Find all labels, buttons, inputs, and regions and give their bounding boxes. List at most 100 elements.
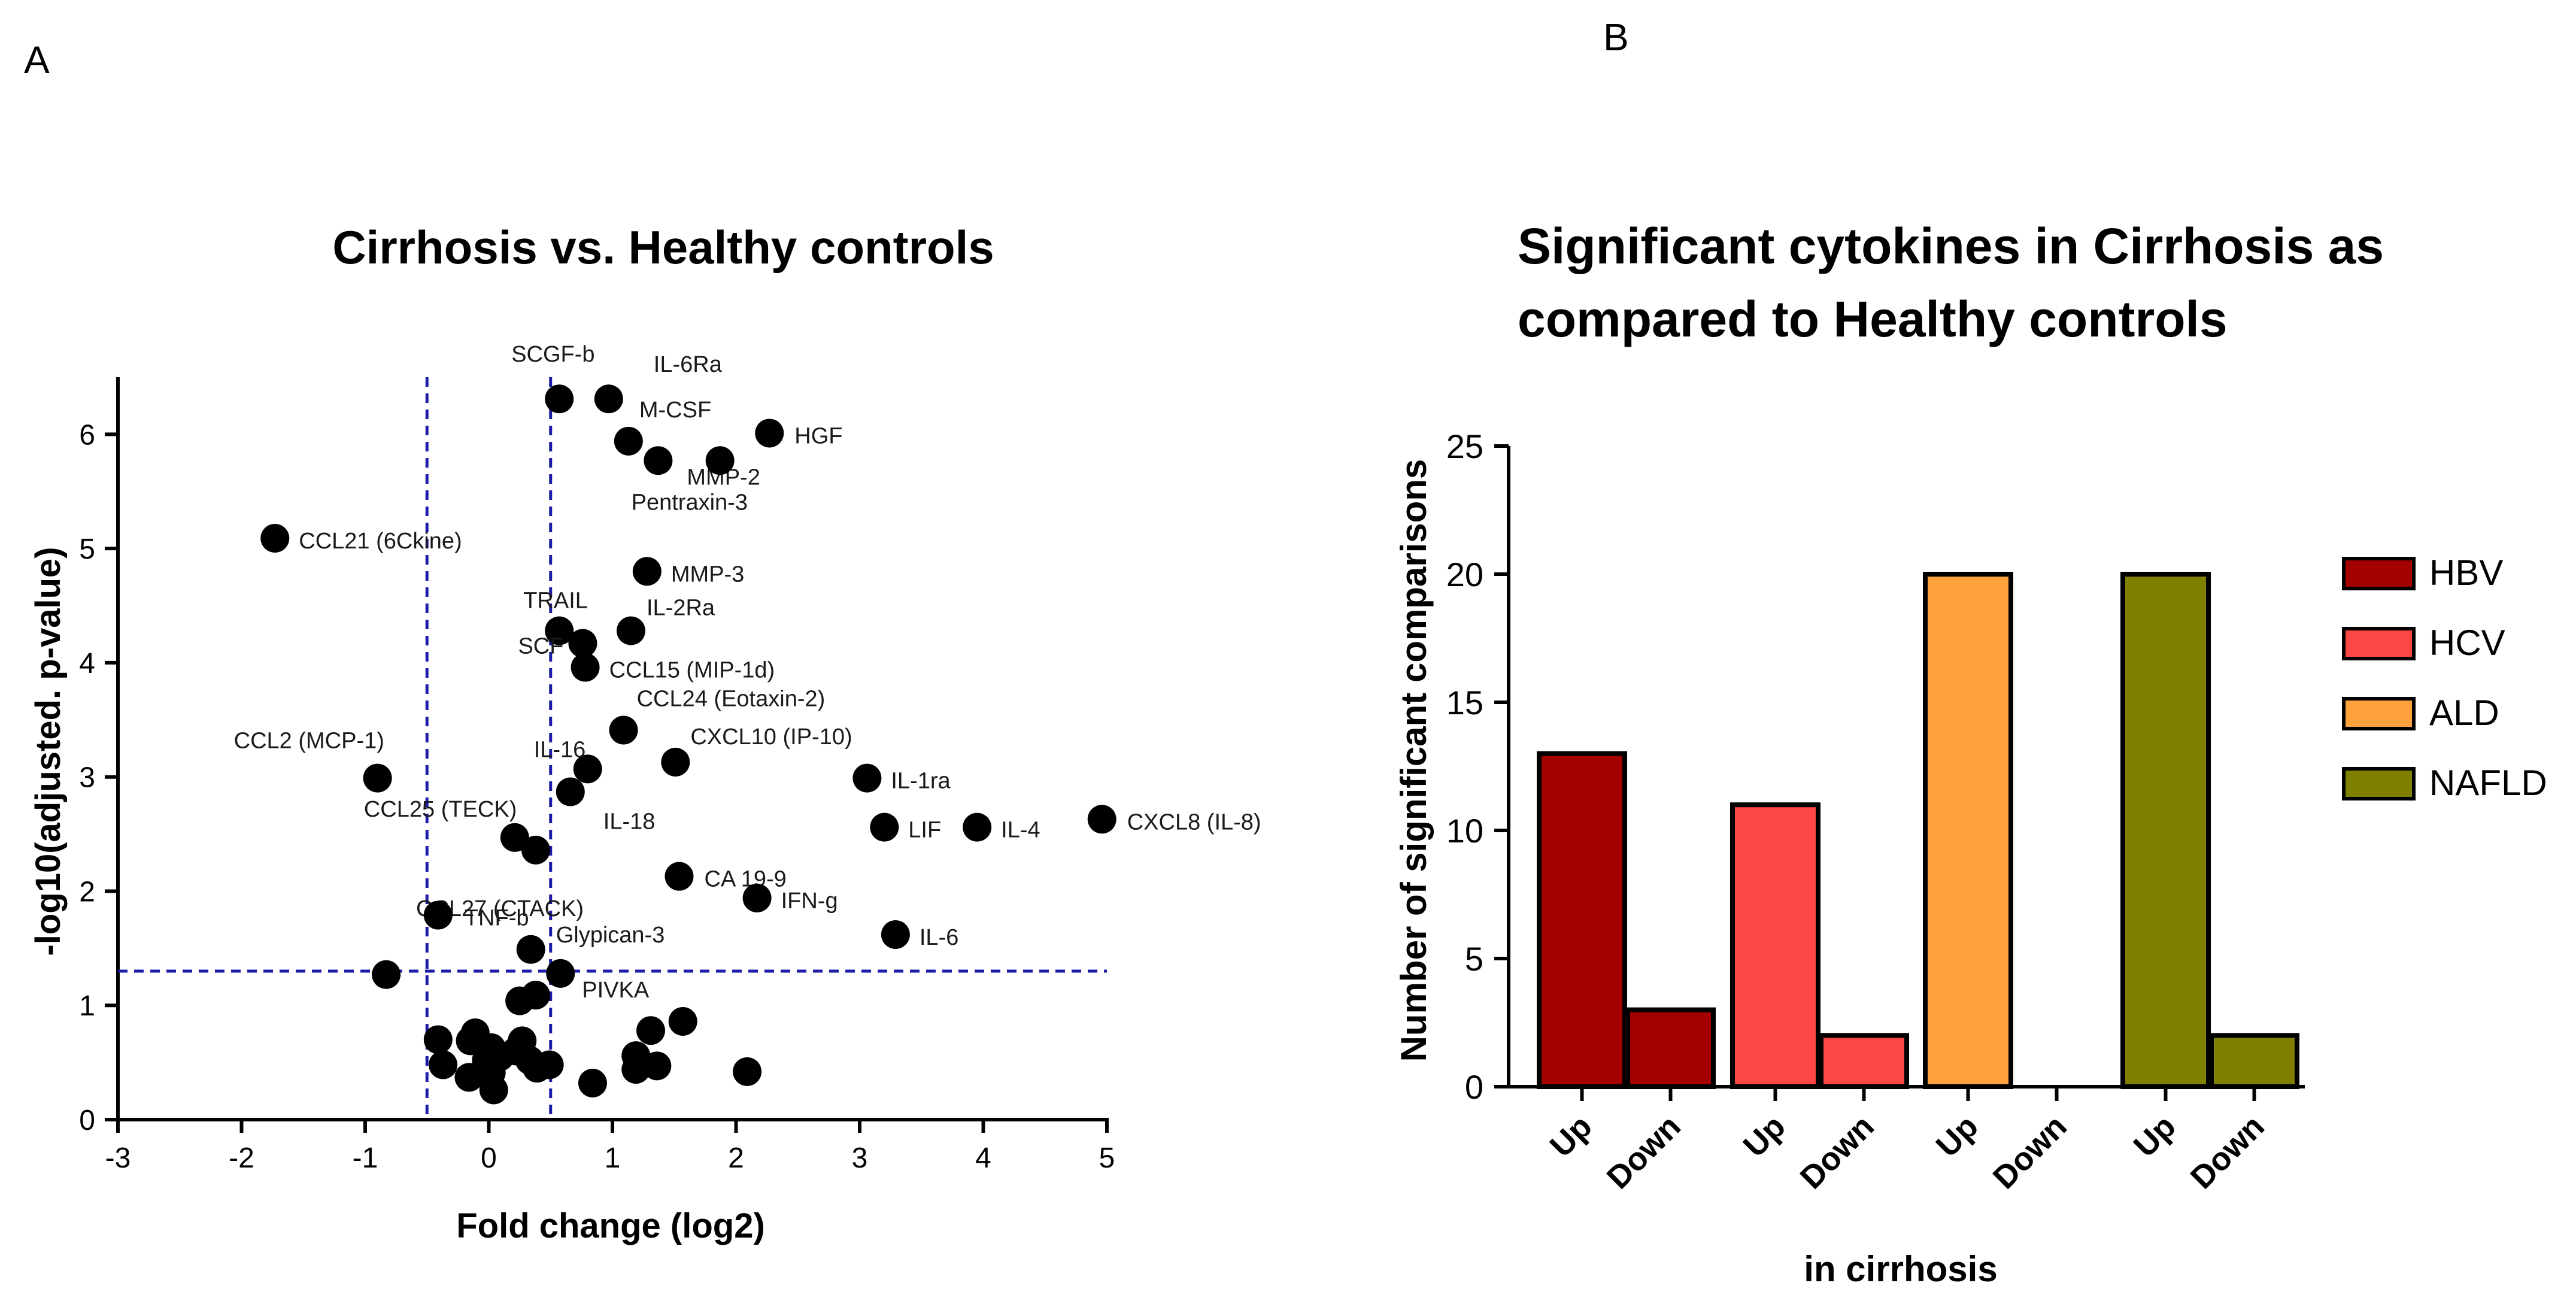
data-point-label: M-CSF (639, 398, 711, 423)
legend-label-hbv: HBV (2429, 553, 2503, 593)
data-point-label: CA 19-9 (705, 867, 787, 892)
bar-y-tick-label: 20 (1446, 556, 1483, 593)
bar-y-tick-label: 10 (1446, 812, 1483, 850)
bar-y-tick-label: 25 (1446, 427, 1483, 465)
data-point-label: IL-1ra (891, 769, 951, 794)
data-point (632, 557, 662, 586)
volcano-x-tick-label: 0 (481, 1142, 497, 1174)
volcano-y-axis-label: -log10(adjusted. p-value) (29, 547, 68, 956)
data-point-label: IL-6 (920, 925, 958, 950)
data-point (479, 1075, 508, 1105)
data-point (616, 616, 645, 645)
bar-title-line-2: compared to Healthy controls (1518, 291, 2228, 347)
data-point-label: PIVKA (582, 978, 650, 1003)
data-point-label: CCL2 (MCP-1) (234, 729, 384, 754)
data-point-label: CXCL10 (IP-10) (690, 724, 852, 750)
data-point (429, 1050, 458, 1079)
legend-label-nafld: NAFLD (2429, 763, 2547, 803)
volcano-y-tick-label: 1 (79, 990, 95, 1022)
volcano-plot: Cirrhosis vs. Healthy controls Fold chan… (29, 221, 1261, 1245)
bar-y-tick-label: 0 (1465, 1068, 1483, 1106)
data-point-label: MMP-3 (671, 562, 744, 587)
data-point-label: IL-6Ra (654, 352, 723, 377)
bar-hcv-up (1730, 802, 1821, 1089)
data-point (636, 1016, 666, 1045)
volcano-x-tick-label: 1 (605, 1142, 621, 1174)
data-point-label: CCL24 (Eotaxin-2) (637, 686, 826, 711)
data-point (363, 763, 392, 793)
data-point (454, 1063, 484, 1092)
data-point-label: IL-4 (1001, 818, 1040, 843)
legend-label-hcv: HCV (2429, 623, 2505, 663)
panel-b-label: B (1603, 16, 1629, 59)
data-point-label: CXCL8 (IL-8) (1127, 809, 1261, 835)
bar-ald-up (1923, 572, 2013, 1089)
data-point-label: Glypican-3 (556, 923, 665, 948)
bar-hcv-down (1819, 1033, 1909, 1090)
volcano-x-tick-label: -2 (229, 1142, 254, 1174)
volcano-x-axis-label: Fold change (log2) (456, 1206, 765, 1245)
data-point (644, 446, 673, 475)
volcano-x-tick-label: 4 (975, 1142, 991, 1174)
bar-hbv-up (1537, 751, 1627, 1089)
volcano-x-tick-label: 2 (728, 1142, 744, 1174)
bar-nafld-up (2120, 572, 2211, 1089)
data-point (852, 763, 882, 793)
data-point (568, 629, 597, 658)
bar-category-label: Down (1986, 1108, 2074, 1196)
volcano-y-tick-label: 3 (79, 762, 95, 794)
data-point (578, 1068, 607, 1097)
bar-nafld-down (2209, 1033, 2299, 1090)
data-point-label: Pentraxin-3 (632, 490, 748, 515)
volcano-x-tick-label: -3 (105, 1142, 131, 1174)
data-point (546, 959, 575, 988)
bar-y-tick-label: 5 (1465, 940, 1483, 978)
bar-hbv-down (1625, 1007, 1716, 1089)
bar-title-line-1: Significant cytokines in Cirrhosis as (1518, 218, 2384, 274)
volcano-y-tick-label: 4 (79, 648, 95, 680)
volcano-y-tick-label: 6 (79, 419, 95, 451)
volcano-x-tick-label: 5 (1099, 1142, 1115, 1174)
bar-y-axis-label: Number of significant comparisons (1394, 459, 1434, 1062)
volcano-x-tick-label: 3 (852, 1142, 868, 1174)
legend-swatch-hbv (2342, 557, 2416, 590)
volcano-y-tick-label: 5 (79, 533, 95, 565)
data-point (668, 1006, 697, 1036)
data-point (742, 883, 772, 912)
data-point (260, 523, 290, 553)
data-point (545, 616, 574, 645)
data-point (423, 1025, 453, 1054)
data-point (755, 419, 784, 448)
data-point-label: HGF (794, 423, 842, 448)
legend-label-ald: ALD (2429, 693, 2499, 733)
data-point-label: CCL15 (MIP-1d) (609, 658, 775, 683)
bar-category-label: Up (1737, 1108, 1792, 1164)
bar-category-label: Down (1600, 1108, 1688, 1196)
bar-category-label: Up (1929, 1108, 1985, 1164)
data-point (705, 446, 735, 475)
data-point (594, 384, 623, 414)
volcano-plot-area: -3 -2 -1 0 1 2 3 4 5 0 1 2 3 4 5 6 SCGF-b IL-6Ra HGF M-CSF M… (79, 342, 1261, 1174)
volcano-x-tick-label: -1 (353, 1142, 378, 1174)
volcano-title: Cirrhosis vs. Healthy controls (332, 221, 994, 274)
data-point (372, 960, 401, 989)
legend-swatch-ald (2342, 697, 2416, 730)
data-point (500, 823, 529, 852)
data-point (523, 1054, 552, 1083)
data-point-label: IL-2Ra (647, 596, 715, 621)
data-point-label: SCGF-b (511, 342, 594, 367)
data-point (573, 754, 602, 784)
bar-category-label: Up (2127, 1108, 2183, 1164)
bar-category-label: Down (1794, 1108, 1881, 1196)
data-point (661, 747, 690, 777)
data-point (521, 981, 550, 1010)
volcano-y-tick-label: 2 (79, 876, 95, 908)
legend-swatch-nafld (2342, 767, 2416, 800)
data-point-label: CCL25 (TECK) (364, 797, 517, 822)
data-point (963, 812, 992, 842)
data-point-label: IL-16 (534, 737, 586, 762)
data-point-label: TNF-b (465, 906, 529, 931)
